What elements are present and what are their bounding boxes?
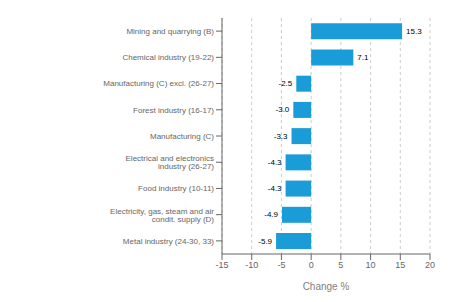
svg-text:-3.0: -3.0 [276,105,290,114]
svg-text:5: 5 [338,260,343,270]
svg-text:-4.3: -4.3 [268,184,282,193]
svg-text:Forest industry (16-17): Forest industry (16-17) [133,106,214,115]
svg-text:Change %: Change % [303,281,350,292]
svg-text:-5: -5 [277,260,285,270]
svg-text:Manufacturing (C) excl. (26-27: Manufacturing (C) excl. (26-27) [103,79,214,88]
svg-text:7.1: 7.1 [357,53,369,62]
svg-text:Chemical industry (19-22): Chemical industry (19-22) [122,53,214,62]
svg-text:Manufacturing (C): Manufacturing (C) [150,132,214,141]
svg-text:Food industry (10-11): Food industry (10-11) [138,184,214,193]
svg-text:-2.5: -2.5 [278,79,292,88]
svg-text:Electrical and electronicsindu: Electrical and electronicsindustry (26-2… [126,154,215,171]
svg-text:-4.3: -4.3 [268,158,282,167]
svg-text:-10: -10 [245,260,258,270]
svg-text:-15: -15 [215,260,228,270]
svg-text:10: 10 [366,260,376,270]
svg-text:15: 15 [395,260,405,270]
svg-text:-4.9: -4.9 [264,210,278,219]
svg-text:20: 20 [425,260,435,270]
svg-text:Metal industry (24-30, 33): Metal industry (24-30, 33) [123,237,214,246]
svg-text:Electricity, gas, steam and ai: Electricity, gas, steam and aircondit. s… [110,207,214,224]
svg-text:15.3: 15.3 [406,27,422,36]
svg-text:0: 0 [309,260,314,270]
svg-text:-3.3: -3.3 [274,132,288,141]
svg-text:Mining and quarrying (B): Mining and quarrying (B) [126,27,214,36]
svg-text:-5.9: -5.9 [258,237,272,246]
